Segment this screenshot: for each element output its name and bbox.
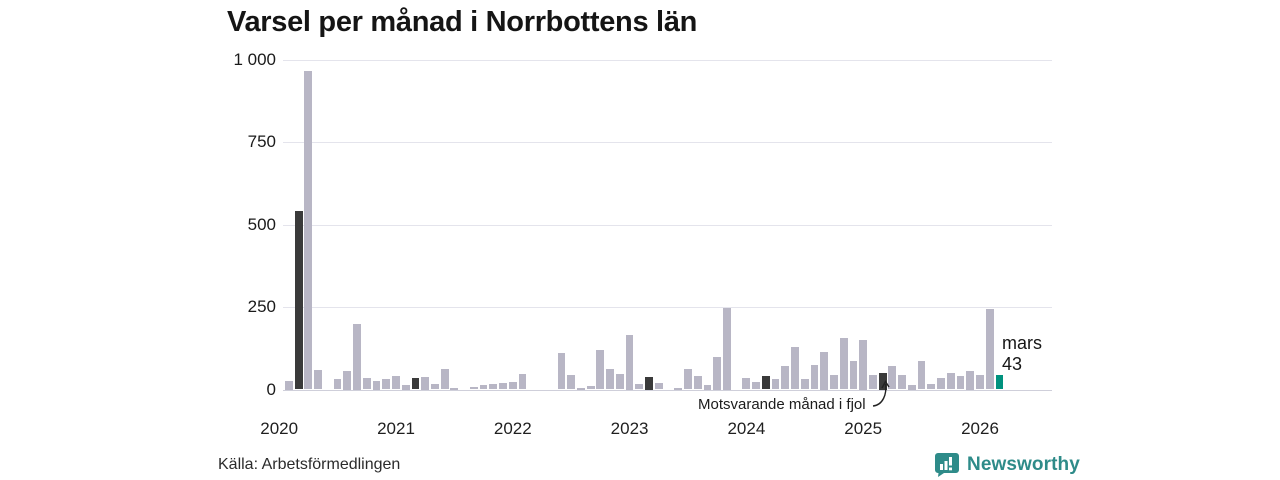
x-axis-tick-2021: 2021	[377, 419, 415, 438]
bar-2025-06	[907, 384, 916, 390]
bar-2020-02	[285, 381, 293, 390]
bar-2025-01	[859, 340, 868, 390]
bar-2021-04	[421, 377, 430, 390]
gridline-y-250	[283, 307, 1052, 308]
bar-2023-09	[703, 384, 712, 390]
highlight-value-text: 43	[1002, 354, 1023, 374]
bar-2024-10	[830, 374, 838, 390]
bar-2026-03	[995, 375, 1004, 390]
bar-2022-01	[508, 382, 517, 390]
x-axis-tick-2022: 2022	[493, 419, 532, 438]
bar-2024-07	[800, 379, 809, 390]
bar-2025-02	[869, 374, 877, 390]
bar-2025-10	[946, 372, 955, 390]
bar-2020-08	[343, 371, 352, 390]
bar-2021-01	[392, 376, 400, 390]
gridline-y-500	[283, 224, 1052, 226]
bar-2021-07	[450, 387, 459, 390]
bar-2020-07	[333, 378, 342, 390]
bar-2025-07	[917, 361, 926, 390]
bar-2025-12	[966, 371, 975, 390]
gridline-y-750	[283, 142, 1052, 143]
bar-2021-09	[469, 386, 478, 390]
bar-2023-11	[723, 308, 731, 390]
newsworthy-logo-icon	[935, 452, 959, 477]
bar-2020-09	[353, 323, 361, 390]
bar-2024-01	[742, 377, 751, 390]
bar-2024-06	[791, 347, 799, 390]
bar-2021-06	[440, 369, 449, 390]
bar-2022-09	[586, 385, 595, 390]
bar-2021-05	[431, 383, 439, 390]
bar-2020-11	[372, 381, 381, 390]
y-axis-tick-0: 0	[266, 379, 276, 399]
bar-2026-01	[976, 375, 984, 390]
x-axis-tick-2023: 2023	[610, 419, 649, 438]
bar-2022-10	[596, 349, 605, 390]
bar-2022-02	[518, 373, 527, 390]
bar-2025-11	[956, 376, 965, 390]
bar-2025-05	[898, 374, 907, 390]
bar-2020-12	[382, 378, 391, 390]
bar-2023-01	[625, 335, 634, 390]
bar-2020-10	[362, 377, 371, 390]
y-axis-tick-500: 500	[247, 214, 276, 234]
bar-2022-07	[567, 374, 576, 390]
gridline-y-0	[283, 389, 1052, 391]
bar-2022-12	[615, 373, 624, 390]
x-axis-tick-2025: 2025	[844, 419, 883, 438]
bar-2023-03	[645, 377, 653, 390]
bar-2024-09	[820, 351, 829, 390]
bar-2024-11	[839, 337, 848, 390]
y-axis-tick-1000: 1 000	[233, 49, 276, 69]
bar-2020-03	[294, 211, 303, 390]
y-axis-tick-750: 750	[247, 132, 276, 151]
chart-title: Varsel per månad i Norrbottens län	[227, 6, 698, 38]
bar-2023-07	[684, 369, 692, 390]
bar-2023-10	[713, 356, 722, 390]
bar-2021-02	[401, 384, 410, 390]
bar-2021-03	[411, 377, 420, 390]
bar-2024-05	[781, 366, 790, 390]
bar-2021-10	[479, 385, 488, 390]
bar-2022-06	[557, 353, 566, 390]
bar-2024-03	[761, 376, 770, 390]
bar-2026-02	[985, 308, 994, 390]
highlight-value-label: mars 43	[1002, 333, 1042, 375]
bar-2021-12	[499, 382, 507, 390]
bar-2023-06	[674, 387, 683, 390]
bar-2023-04	[654, 382, 663, 390]
annotation-compare-month: Motsvarande månad i fjol	[698, 396, 866, 413]
bar-2023-02	[635, 383, 644, 390]
bar-2024-12	[849, 361, 858, 390]
newsworthy-logo: Newsworthy	[934, 451, 1080, 478]
bar-2025-09	[937, 377, 945, 390]
bar-2024-08	[810, 365, 819, 390]
bar-2022-08	[577, 387, 585, 390]
x-axis-tick-2026: 2026	[961, 419, 999, 438]
bar-2024-02	[752, 381, 761, 390]
gridline-y-1000	[283, 59, 1052, 61]
bar-2025-04	[888, 366, 897, 390]
bar-2025-08	[927, 383, 936, 390]
x-axis-tick-2024: 2024	[727, 419, 766, 438]
source-label: Källa: Arbetsförmedlingen	[218, 456, 401, 473]
bar-2025-03	[878, 373, 887, 390]
highlight-month-text: mars	[1002, 333, 1042, 353]
annotation-arrow-icon	[872, 380, 890, 407]
bar-2023-08	[693, 376, 702, 390]
newsworthy-logo-text: Newsworthy	[967, 453, 1080, 475]
y-axis-tick-250: 250	[247, 297, 276, 316]
bar-2020-05	[314, 370, 323, 390]
bar-2021-11	[489, 384, 498, 390]
bar-2020-04	[304, 71, 313, 390]
bar-2024-04	[771, 378, 780, 390]
x-axis-tick-2020: 2020	[260, 419, 299, 438]
bar-2022-11	[606, 369, 615, 390]
